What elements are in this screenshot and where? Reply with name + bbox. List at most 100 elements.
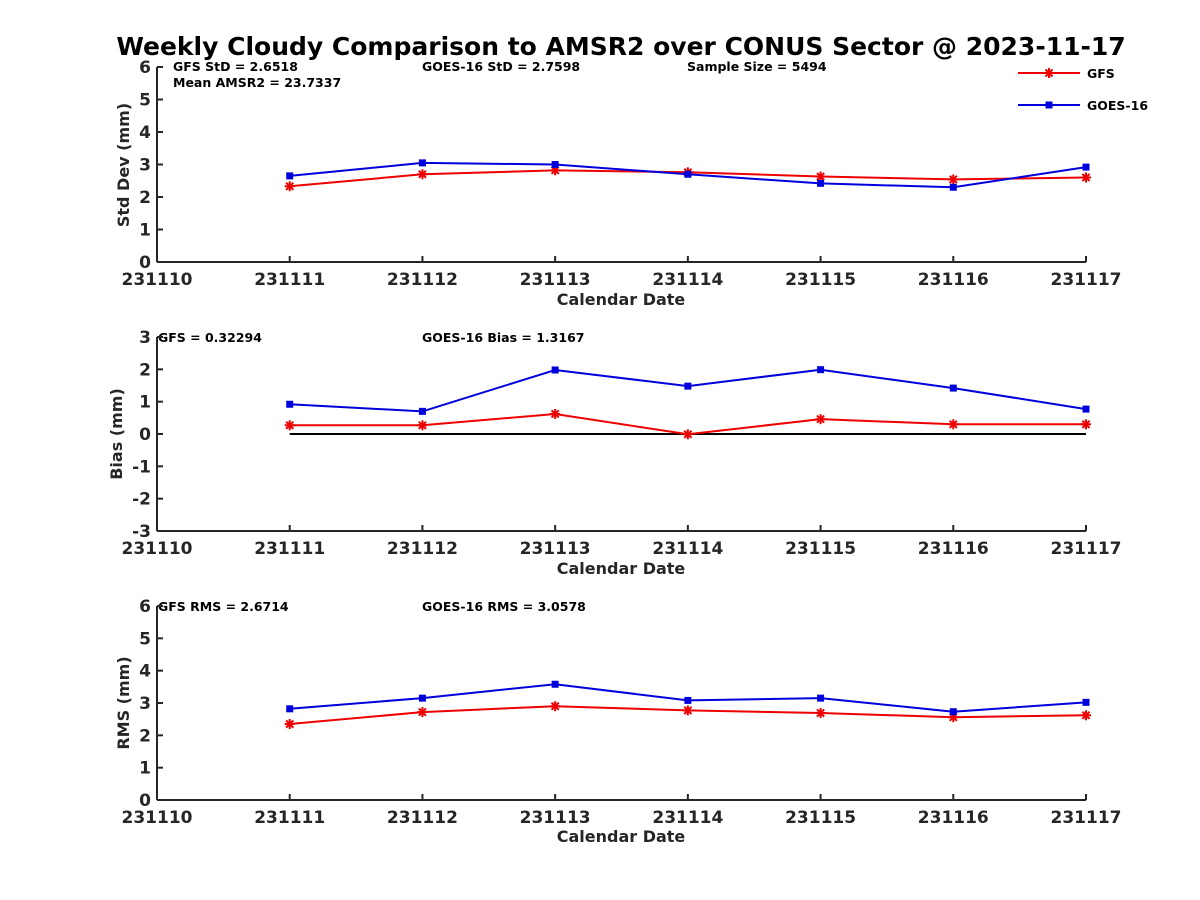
rms-x-axis-label: Calendar Date <box>557 827 686 846</box>
std-goes16-point <box>817 179 825 187</box>
bias-x-tick-label: 231111 <box>254 539 325 559</box>
std-x-tick-label: 231117 <box>1051 270 1122 290</box>
std-goes16-point <box>418 159 426 167</box>
std-y-tick-label: 0 <box>139 253 151 273</box>
bias-x-tick-label: 231110 <box>122 539 193 559</box>
bias-goes16-point <box>286 400 294 408</box>
std-x-tick-label: 231114 <box>652 270 723 290</box>
bias-y-tick-label: 0 <box>139 425 151 445</box>
rms-x-tick-label: 231111 <box>254 808 325 828</box>
legend-goes16-marker-shape <box>1045 101 1053 109</box>
bias-x-axis-label: Calendar Date <box>557 559 686 578</box>
std-y-tick-label: 6 <box>139 58 151 78</box>
bias-goes16-point <box>817 366 825 374</box>
rms-y-tick-label: 2 <box>139 726 151 746</box>
bias-x-tick-label: 231116 <box>918 539 989 559</box>
rms-x-tick-label: 231117 <box>1051 808 1122 828</box>
std-goes16-point <box>949 183 957 191</box>
std-x-tick-label: 231113 <box>520 270 591 290</box>
rms-y-tick-label: 0 <box>139 791 151 811</box>
rms-y-tick-label: 3 <box>139 694 151 714</box>
rms-x-tick-label: 231112 <box>387 808 458 828</box>
std-goes16-point <box>1082 163 1090 171</box>
rms-goes16-point <box>551 680 559 688</box>
bias-plot-area: -3 -2 -1 0 1 2 3 231110 231111 231112 231113 231114… <box>122 328 1122 559</box>
bias-y-tick-label: 2 <box>139 360 151 380</box>
rms-y-tick-label: 1 <box>139 759 151 779</box>
std-goes16-point <box>286 172 294 180</box>
rms-goes16-point <box>1082 698 1090 706</box>
bias-gfs-point <box>417 420 428 431</box>
gfs-bias-annotation: GFS = 0.32294 <box>158 330 262 345</box>
bias-y-tick-label: -3 <box>132 522 151 542</box>
rms-goes16-point <box>949 708 957 716</box>
std-x-tick-label: 231115 <box>785 270 856 290</box>
std-gfs-point <box>284 181 295 192</box>
bias-x-tick-label: 231115 <box>785 539 856 559</box>
mean-amsr2-annotation: Mean AMSR2 = 23.7337 <box>173 75 341 90</box>
legend-gfs-marker-shape <box>1044 68 1054 78</box>
std-plot-area: 0 1 2 3 4 5 6 231110 231111 231112 231113 231114 231… <box>122 58 1122 290</box>
rms-gfs-point <box>1081 710 1091 721</box>
rms-goes16-point <box>817 694 825 702</box>
std-x-tick-label: 231116 <box>918 270 989 290</box>
rms-x-tick-label: 231114 <box>652 808 723 828</box>
bias-y-tick-label: -2 <box>132 490 151 510</box>
std-y-tick-label: 2 <box>139 188 151 208</box>
rms-gfs-point <box>550 701 561 712</box>
rms-y-tick-label: 5 <box>139 629 151 649</box>
rms-gfs-point <box>284 719 295 730</box>
rms-x-tick-label: 231116 <box>918 808 989 828</box>
bias-gfs-point <box>550 408 561 419</box>
bias-goes16-point <box>949 384 957 392</box>
rms-plot-area: 0 1 2 3 4 5 6 231110 231111 231112 231113 231114 231… <box>122 597 1122 828</box>
std-goes16-point <box>551 161 559 168</box>
std-goes16-point <box>684 170 692 178</box>
rms-y-tick-label: 4 <box>139 662 151 682</box>
bias-panel: GFS = 0.32294 GOES-16 Bias = 1.3167 Bias… <box>107 328 1121 578</box>
std-x-tick-label: 231110 <box>122 270 193 290</box>
rms-x-tick-label: 231115 <box>785 808 856 828</box>
legend-gfs-label: GFS <box>1087 66 1115 81</box>
bias-x-tick-label: 231114 <box>652 539 723 559</box>
rms-gfs-point <box>682 705 693 716</box>
bias-gfs-point <box>284 420 295 431</box>
std-x-tick-label: 231112 <box>387 270 458 290</box>
bias-y-tick-label: -1 <box>132 457 151 477</box>
std-gfs-point <box>1081 172 1091 183</box>
rms-goes16-point <box>286 705 294 713</box>
bias-y-tick-label: 3 <box>139 328 151 348</box>
bias-gfs-point <box>682 429 693 440</box>
rms-gfs-point <box>417 707 428 718</box>
goes16-bias-annotation: GOES-16 Bias = 1.3167 <box>422 330 584 345</box>
rms-goes16-point <box>684 696 692 704</box>
bias-goes16-point <box>1082 405 1090 413</box>
std-y-tick-label: 5 <box>139 91 151 111</box>
std-gfs-point <box>948 174 959 185</box>
bias-x-tick-label: 231113 <box>520 539 591 559</box>
rms-x-tick-label: 231110 <box>122 808 193 828</box>
goes16-rms-annotation: GOES-16 RMS = 3.0578 <box>422 599 586 614</box>
bias-y-axis-label: Bias (mm) <box>107 388 126 480</box>
rms-y-axis-label: RMS (mm) <box>114 656 133 749</box>
legend: GFS GOES-16 <box>1018 66 1148 113</box>
bias-gfs-point <box>815 414 826 425</box>
gfs-rms-annotation: GFS RMS = 2.6714 <box>158 599 289 614</box>
bias-gfs-point <box>1081 419 1091 430</box>
gfs-std-annotation: GFS StD = 2.6518 <box>173 59 298 74</box>
std-y-axis-label: Std Dev (mm) <box>114 103 133 227</box>
goes16-std-annotation: GOES-16 StD = 2.7598 <box>422 59 580 74</box>
std-y-tick-label: 3 <box>139 156 151 176</box>
rms-y-tick-label: 6 <box>139 597 151 617</box>
std-panel: GFS StD = 2.6518 Mean AMSR2 = 23.7337 GO… <box>114 58 1121 309</box>
bias-goes16-point <box>551 366 559 374</box>
legend-gfs-marker <box>1044 68 1054 78</box>
bias-y-tick-label: 1 <box>139 393 151 413</box>
bias-goes16-point <box>418 407 426 415</box>
std-x-axis-label: Calendar Date <box>557 290 686 309</box>
bias-goes16-point <box>684 382 692 390</box>
std-x-tick-label: 231111 <box>254 270 325 290</box>
bias-gfs-point <box>948 419 959 430</box>
